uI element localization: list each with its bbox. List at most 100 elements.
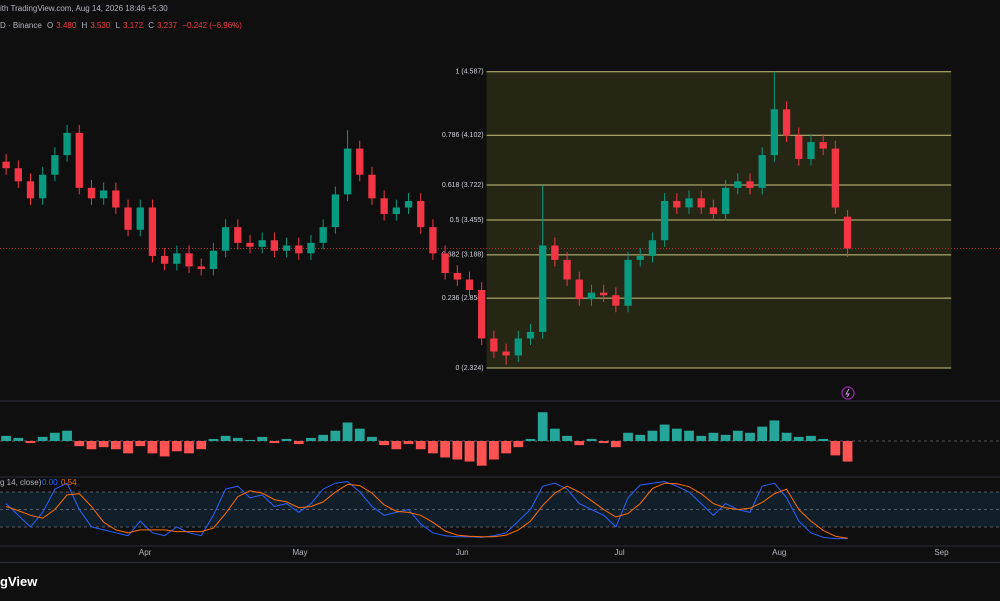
alert-icon[interactable] <box>841 386 855 400</box>
candle-body <box>209 250 218 270</box>
ohlc-label: C <box>148 21 155 30</box>
histogram-bar <box>135 441 146 447</box>
symbol-bar: D · Binance O 3.480 H 3.530 L 3.172 C 3.237 … <box>0 21 245 30</box>
change: −0.242 (−6.96%) <box>182 21 242 30</box>
histogram-bar <box>123 441 133 454</box>
ohlc-value: 3.172 <box>123 21 144 30</box>
candle-body <box>429 227 437 254</box>
histogram-bar <box>696 435 707 441</box>
candle-body <box>612 295 620 306</box>
histogram-bar <box>647 430 658 441</box>
candle-body <box>2 161 10 169</box>
candle-body <box>270 240 279 251</box>
chart: g 14, close) 0.00 0.54 Apr May Jun Jul Aug Se… <box>0 0 1000 562</box>
candle-body <box>539 245 547 332</box>
fib-label: 0.236 (2.858) <box>442 295 484 302</box>
candle-body <box>551 245 559 260</box>
histogram-bar <box>98 441 109 448</box>
histogram-bar <box>452 441 463 460</box>
candle-body <box>51 155 59 175</box>
histogram-bar <box>1 435 11 441</box>
candle-body <box>490 338 498 352</box>
candle-body <box>600 292 608 296</box>
candle-body <box>441 253 449 273</box>
candle-body <box>465 279 474 290</box>
candle-body <box>831 148 840 208</box>
histogram-bar <box>25 441 36 444</box>
candle-body <box>514 338 522 356</box>
histogram-bar <box>208 438 219 441</box>
alert-circle <box>841 386 855 400</box>
candle-body <box>417 200 425 228</box>
histogram-bar <box>769 420 780 441</box>
candle-body <box>173 253 181 264</box>
candle-body <box>75 132 83 188</box>
candle-body <box>307 242 315 254</box>
histogram-bar <box>379 441 390 446</box>
stoch-line <box>5 480 848 540</box>
histogram-bar <box>537 412 548 441</box>
x-tick-label: Jul <box>614 548 624 557</box>
histogram-bar <box>525 438 536 441</box>
histogram-bar <box>732 430 743 441</box>
fib-label: 0.382 (3.188) <box>442 252 484 259</box>
histogram-bar <box>245 439 255 441</box>
candle-body <box>453 272 461 280</box>
candle-body <box>819 142 827 149</box>
candle-body <box>148 207 157 256</box>
candle-body <box>87 187 96 199</box>
histogram-bar <box>513 441 524 448</box>
symbol: D · Binance <box>0 21 42 30</box>
histogram-bar <box>671 428 682 441</box>
histogram-bar <box>806 435 816 441</box>
histogram-bar <box>293 441 304 445</box>
x-tick-label: Jun <box>456 548 469 557</box>
fib-label: 0.5 (3.455) <box>450 217 484 224</box>
candle-body <box>673 200 681 208</box>
candle-body <box>136 207 144 230</box>
candle-body <box>685 198 693 208</box>
histogram-bar <box>574 441 585 446</box>
histogram-bar <box>586 438 597 441</box>
histogram-bar <box>159 441 170 457</box>
candle-body <box>185 253 193 267</box>
candle-body <box>392 207 400 215</box>
candle-body <box>246 242 254 247</box>
histogram-bar <box>342 422 353 441</box>
histogram-bar <box>13 437 24 441</box>
candle-body <box>368 174 376 199</box>
histogram-bar <box>623 432 633 441</box>
watermark: ith TradingView.com, Aug 14, 2026 18:46 … <box>0 4 168 13</box>
candle-body <box>721 187 730 215</box>
stoch-legend-value: 0.54 <box>61 478 77 487</box>
x-tick-label: May <box>292 548 307 557</box>
background <box>0 0 1000 562</box>
candle-body <box>343 148 352 195</box>
histogram-bar <box>684 430 694 441</box>
ohlc-label: H <box>81 21 88 30</box>
histogram-bar <box>147 441 158 454</box>
stoch-line <box>5 482 848 539</box>
ohlc-value: 3.480 <box>56 21 77 30</box>
candle-body <box>380 198 388 215</box>
histogram-bar <box>464 441 475 462</box>
candle-body <box>843 216 852 249</box>
histogram-bar <box>415 441 426 450</box>
candle-body <box>39 174 47 199</box>
histogram-bar <box>354 428 365 441</box>
histogram-bar <box>367 436 377 441</box>
candle-body <box>14 168 22 182</box>
histogram-bar <box>403 441 414 445</box>
candle-body <box>636 255 644 260</box>
ohlc-value: 3.237 <box>157 21 178 30</box>
candle-body <box>258 240 266 247</box>
fib-label: 1 (4.587) <box>456 69 484 76</box>
histogram-bar <box>330 430 341 441</box>
logo[interactable]: gView <box>0 574 38 589</box>
histogram-bar <box>635 434 646 441</box>
candle-body <box>587 292 596 300</box>
candle-body <box>648 240 657 256</box>
histogram-bar <box>562 435 572 441</box>
histogram-bar <box>793 436 804 441</box>
candle-body <box>575 279 583 300</box>
